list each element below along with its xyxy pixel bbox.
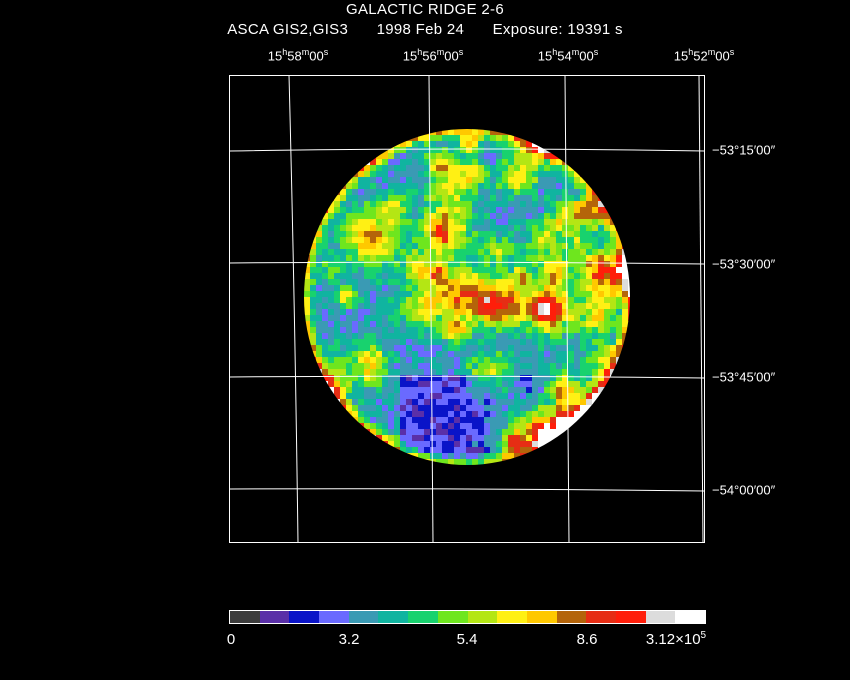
colorbar-swatch	[319, 611, 349, 623]
colorbar-swatch	[467, 611, 498, 623]
colorbar-swatch	[408, 611, 438, 623]
dec-tick-label: −53°15′00″	[712, 142, 776, 158]
colorbar-swatch	[259, 611, 290, 623]
ra-tick-label: 15h56m00s	[402, 47, 464, 64]
observation-date: 1998 Feb 24	[376, 21, 465, 38]
ra-tick-label: 15h58m00s	[267, 47, 329, 64]
dec-tick-label: −53°30′00″	[712, 256, 776, 272]
dec-tick-label: −53°45′00″	[712, 369, 776, 385]
image-subtitle: ASCA GIS2,GIS3 1998 Feb 24 Exposure: 193…	[0, 21, 850, 38]
colorbar-label: 0	[226, 631, 236, 648]
colorbar-label: 5.4	[456, 631, 478, 648]
colorbar-label: 3.12×105	[645, 630, 707, 648]
coordinate-grid	[229, 75, 705, 543]
colorbar-swatch	[675, 611, 705, 623]
colorbar	[229, 610, 706, 624]
colorbar-swatch	[497, 611, 527, 623]
exposure-label: Exposure: 19391 s	[492, 21, 623, 38]
colorbar-swatch	[586, 611, 616, 623]
colorbar-swatch	[556, 611, 587, 623]
colorbar-swatch	[289, 611, 320, 623]
instrument-label: ASCA GIS2,GIS3	[227, 21, 349, 38]
ra-tick-label: 15h52m00s	[673, 47, 735, 64]
colorbar-swatch	[230, 611, 260, 623]
xray-intensity-map	[304, 129, 630, 465]
colorbar-swatch	[526, 611, 557, 623]
image-frame	[229, 75, 705, 543]
colorbar-swatch	[348, 611, 379, 623]
colorbar-swatch	[645, 611, 676, 623]
colorbar-label: 3.2	[338, 631, 360, 648]
dec-tick-label: −54°00′00″	[712, 482, 776, 498]
xray-sky-image	[229, 75, 705, 543]
colorbar-swatch	[437, 611, 468, 623]
image-title: GALACTIC RIDGE 2-6	[346, 1, 504, 18]
colorbar-label: 8.6	[576, 631, 598, 648]
colorbar-swatch	[378, 611, 409, 623]
ra-tick-label: 15h54m00s	[537, 47, 599, 64]
colorbar-swatch	[615, 611, 646, 623]
